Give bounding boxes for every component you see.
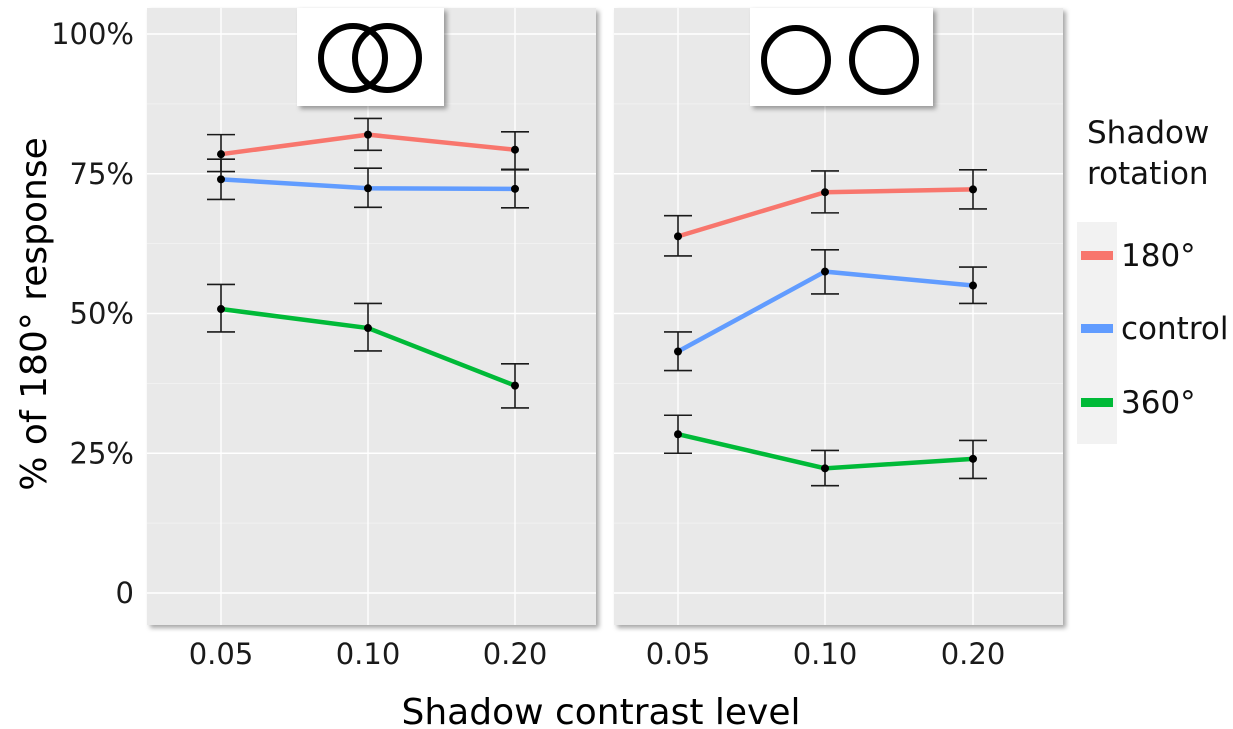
legend-swatch	[1081, 398, 1113, 407]
y-axis-title: % of 180° response	[14, 137, 55, 490]
legend-label: control	[1121, 311, 1228, 347]
overlapping-circles-icon	[318, 23, 422, 93]
x-tick-label: 0.20	[941, 637, 1006, 671]
data-point	[674, 347, 682, 356]
icon-box-right	[750, 8, 933, 106]
legend: Shadow rotation 180° control 360°	[1077, 115, 1228, 444]
legend-title-line-1: Shadow	[1087, 115, 1209, 151]
data-point	[821, 267, 829, 276]
data-point	[969, 281, 977, 290]
y-tick-label: 0	[116, 576, 134, 610]
data-point	[217, 150, 225, 159]
panel-right	[614, 8, 1063, 625]
panel-left-background	[147, 8, 596, 625]
x-tick-label: 0.20	[483, 637, 548, 671]
y-tick-label: 25%	[70, 436, 134, 470]
legend-entry: 180°	[1081, 238, 1196, 274]
panel-left-icon-box	[297, 8, 444, 106]
data-point	[217, 305, 225, 314]
legend-label: 180°	[1121, 238, 1196, 274]
data-point	[511, 184, 519, 193]
data-point	[674, 430, 682, 439]
data-point	[969, 454, 977, 463]
x-tick-label: 0.10	[336, 637, 401, 671]
x-axis-tick-labels: 0.05 0.10 0.20 0.05 0.10 0.20	[189, 637, 1006, 671]
data-point	[364, 184, 372, 193]
data-point	[969, 185, 977, 194]
legend-entries: 180° control 360°	[1081, 238, 1228, 421]
legend-entry: 360°	[1081, 385, 1196, 421]
x-tick-label: 0.10	[793, 637, 858, 671]
y-axis-tick-labels: 0 25% 50% 75% 100%	[51, 17, 134, 610]
data-point	[364, 324, 372, 333]
x-axis-title: Shadow contrast level	[401, 692, 800, 729]
panel-right-icon-box	[750, 8, 933, 106]
legend-title-line-2: rotation	[1087, 156, 1209, 192]
data-point	[821, 188, 829, 197]
legend-swatch	[1081, 251, 1113, 260]
data-point	[511, 381, 519, 390]
legend-entry: control	[1081, 311, 1228, 347]
y-tick-label: 50%	[70, 297, 134, 331]
panel-left-series	[207, 117, 529, 409]
panel-left	[147, 8, 596, 625]
x-tick-label: 0.05	[189, 637, 254, 671]
legend-label: 360°	[1121, 385, 1196, 421]
data-point	[821, 464, 829, 473]
panel-right-background	[614, 8, 1063, 625]
legend-swatch	[1081, 324, 1113, 333]
x-tick-label: 0.05	[646, 637, 711, 671]
y-tick-label: 100%	[51, 17, 134, 51]
panel-right-series	[664, 169, 987, 487]
data-point	[364, 130, 372, 139]
data-point	[511, 145, 519, 154]
data-point	[674, 232, 682, 241]
y-tick-label: 75%	[70, 157, 134, 191]
separate-circles-icon	[761, 25, 919, 95]
data-point	[217, 175, 225, 184]
